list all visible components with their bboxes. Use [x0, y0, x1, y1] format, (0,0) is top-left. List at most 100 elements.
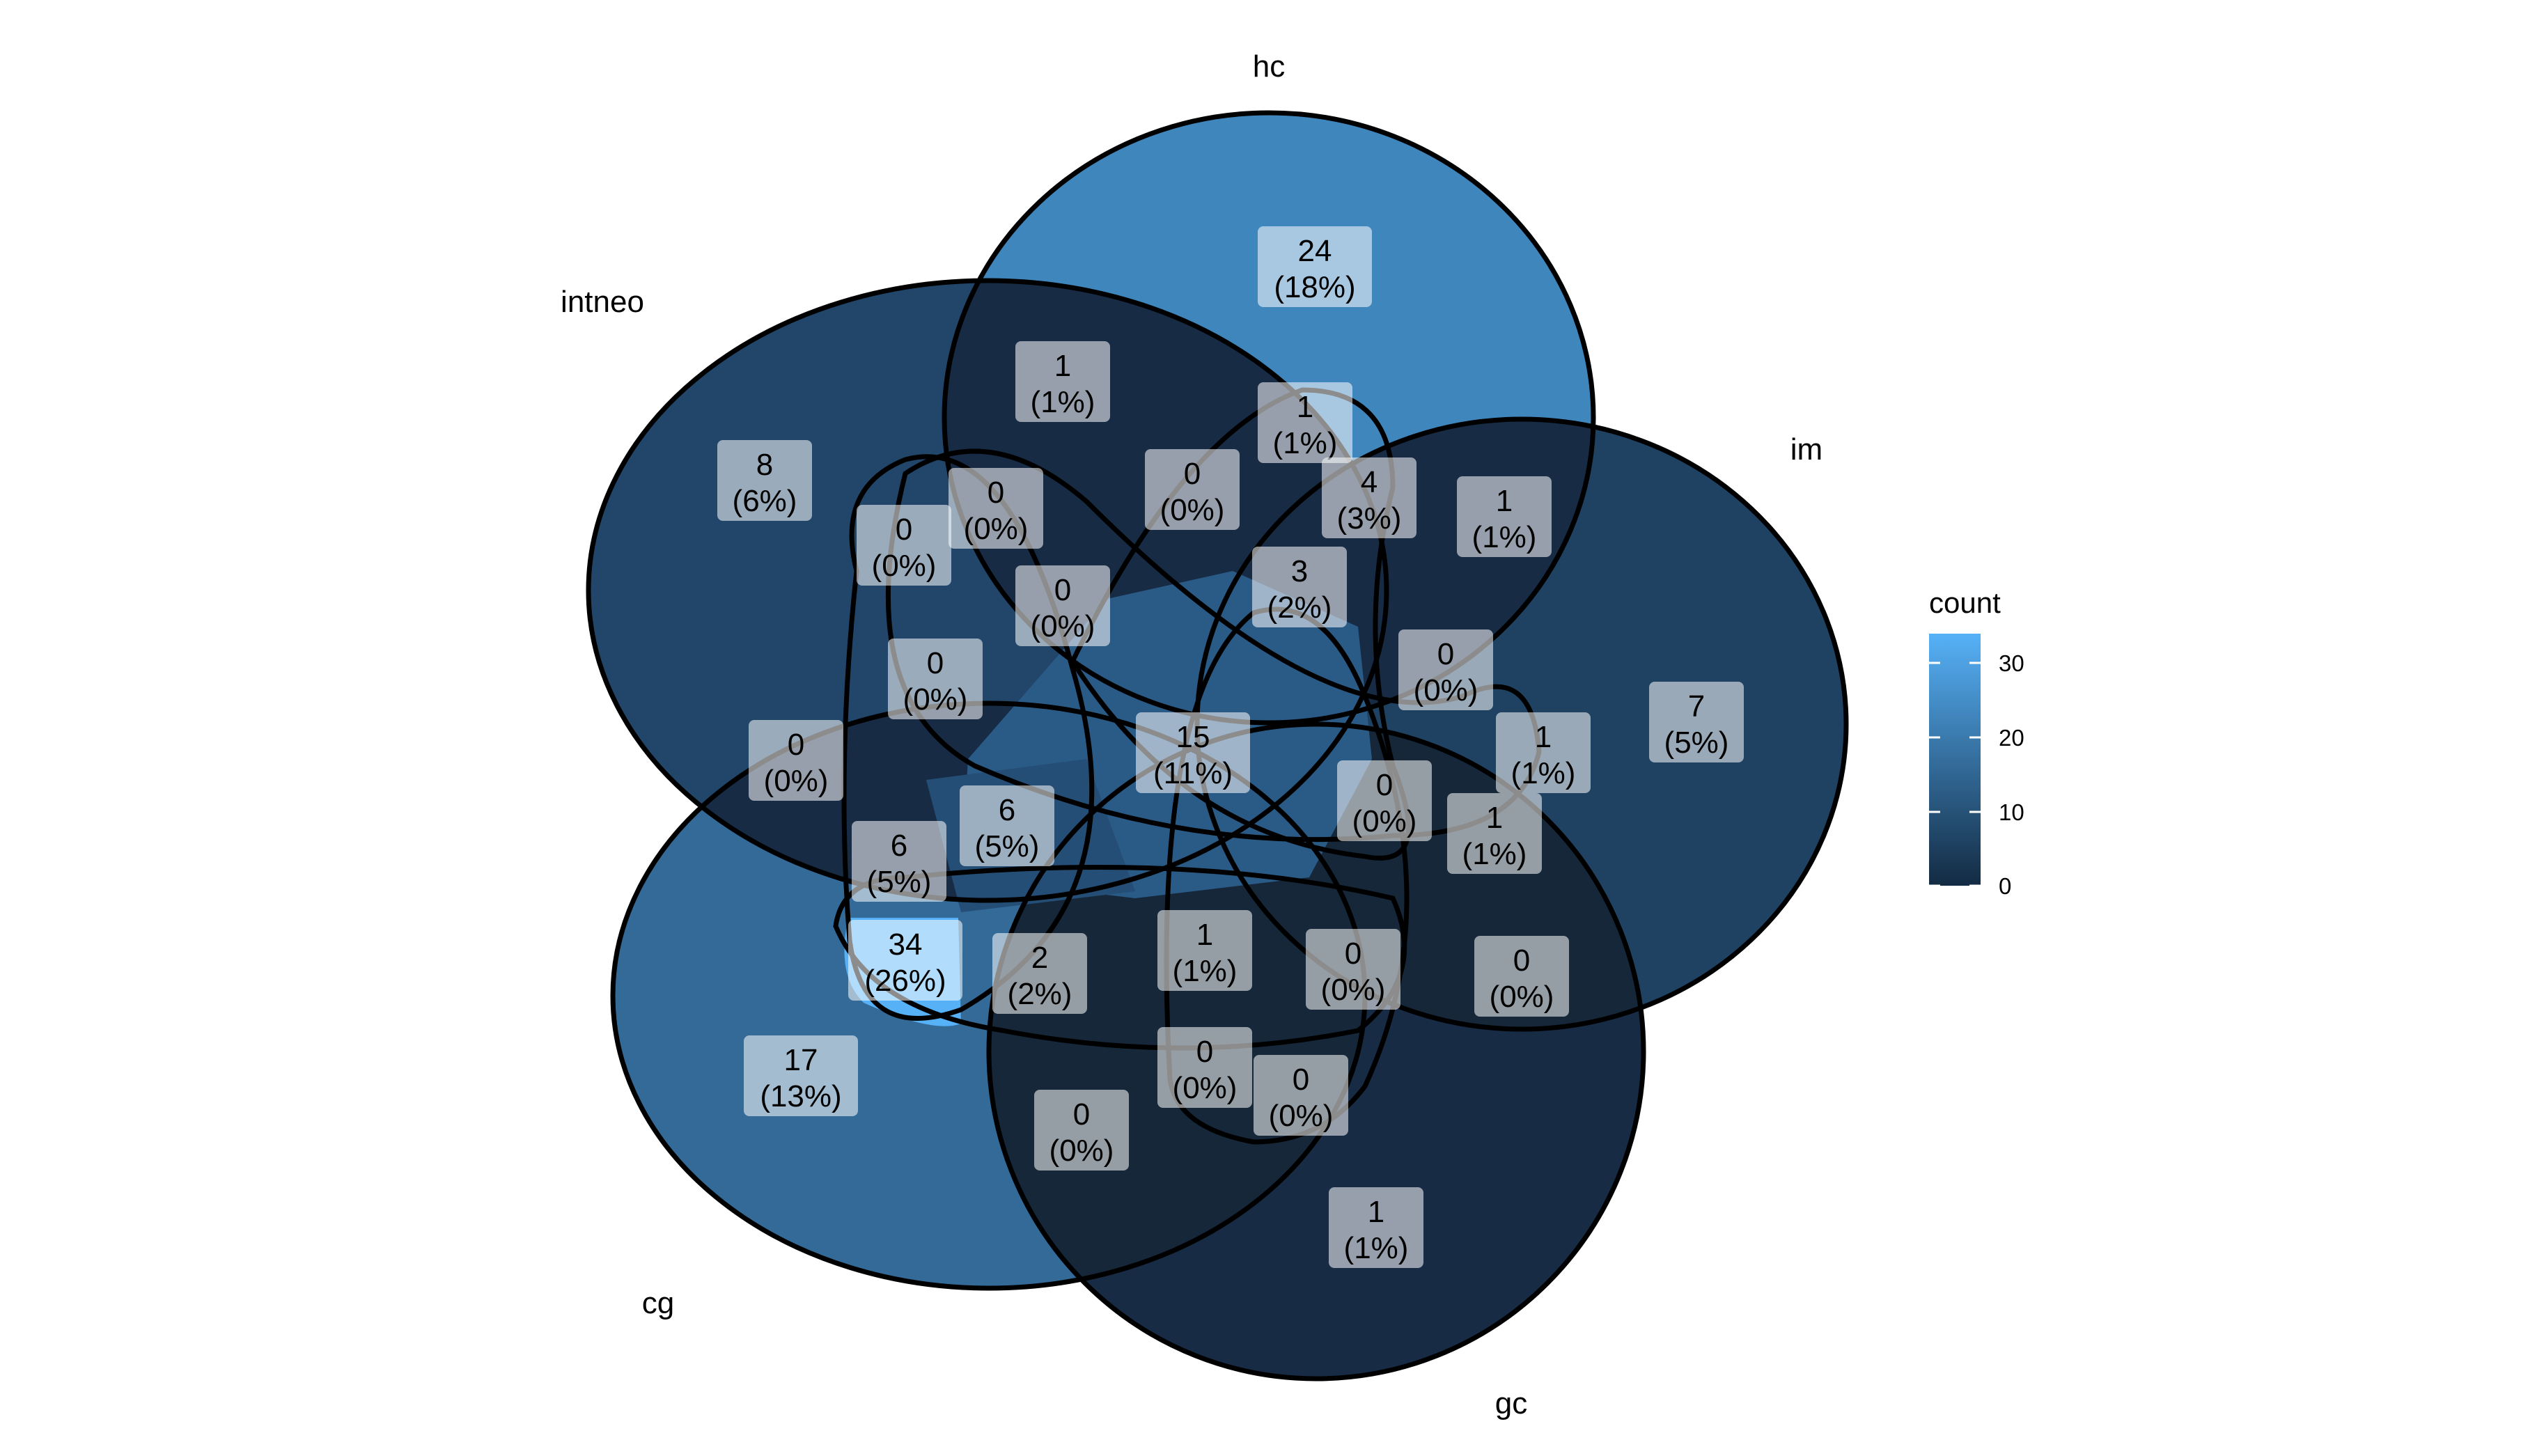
region-label: 1 (1%) — [1157, 910, 1252, 991]
outline-gc — [986, 721, 1646, 1381]
set-label-im: im — [1790, 432, 1823, 467]
region-label: 0 (0%) — [1254, 1055, 1348, 1136]
legend-tick-marks — [1929, 662, 1981, 887]
set-label-gc: gc — [1495, 1386, 1527, 1420]
region-percent: (0%) — [1269, 1099, 1334, 1133]
region-count: 3 — [1291, 554, 1308, 588]
region-percent: (3%) — [1337, 501, 1402, 535]
set-label-cg: cg — [642, 1286, 674, 1320]
region-count: 1 — [1297, 390, 1313, 424]
region-label: 4 (3%) — [1322, 457, 1416, 538]
overlap-im-gc — [1197, 724, 1644, 1029]
region-count: 0 — [1437, 637, 1454, 671]
region-percent: (0%) — [1160, 493, 1225, 527]
outline-petal-2 — [841, 454, 1095, 1021]
region-label: 0 (0%) — [949, 468, 1043, 549]
region-label: 6 (5%) — [852, 821, 946, 902]
region-percent: (0%) — [1414, 673, 1478, 707]
legend-tick-label: 10 — [1999, 799, 2024, 825]
region-label: 0 (0%) — [749, 720, 843, 801]
region-count: 0 — [896, 512, 912, 547]
region-percent: (1%) — [1344, 1231, 1409, 1265]
region-count: 0 — [1293, 1063, 1309, 1097]
region-label: 0 (0%) — [888, 639, 983, 719]
region-percent: (1%) — [1472, 520, 1537, 554]
legend-colorbar — [1929, 634, 1981, 886]
set-outlines — [586, 110, 1849, 1381]
region-label: 1 (1%) — [1329, 1187, 1423, 1268]
region-count: 34 — [889, 927, 923, 962]
region-count: 0 — [1376, 768, 1393, 802]
region-label: 1 (1%) — [1015, 341, 1110, 422]
set-label-intneo: intneo — [561, 285, 644, 319]
region-percent: (0%) — [872, 549, 937, 583]
region-percent: (0%) — [1352, 804, 1417, 838]
region-count: 1 — [1368, 1195, 1384, 1229]
region-count: 1 — [1496, 484, 1513, 518]
region-labels: 24 (18%) 1 (1%) 1 (1%) 8 (6%) 0 (0%) 0 (… — [717, 226, 1744, 1268]
region-label: 1 (1%) — [1496, 712, 1591, 793]
region-count: 1 — [1486, 801, 1503, 835]
legend-title: count — [1929, 586, 2001, 619]
region-count: 0 — [1345, 937, 1361, 971]
region-label — [749, 720, 843, 801]
region-percent: (5%) — [1664, 726, 1729, 760]
region-label: 24 (18%) — [1258, 226, 1372, 307]
region-label: 3 (2%) — [1252, 547, 1347, 627]
region-percent: (2%) — [1267, 590, 1332, 625]
region-label: 0 (0%) — [1145, 449, 1240, 530]
region-label: 0 (0%) — [1306, 929, 1400, 1010]
region-count: 0 — [788, 728, 804, 762]
region-percent: (6%) — [733, 484, 797, 518]
region-label: 7 (5%) — [1649, 682, 1744, 762]
set-label-hc: hc — [1253, 49, 1285, 84]
region-percent: (2%) — [1008, 977, 1072, 1011]
region-label: 1 (1%) — [1457, 476, 1552, 557]
region-count: 1 — [1535, 720, 1552, 754]
region-count: 0 — [988, 476, 1004, 510]
region-percent: (1%) — [1462, 837, 1527, 871]
region-count: 17 — [784, 1043, 818, 1077]
region-percent: (5%) — [975, 829, 1040, 863]
region-percent: (26%) — [864, 964, 946, 998]
region-count: 8 — [756, 448, 773, 482]
region-label: 0 (0%) — [1015, 565, 1110, 646]
region-count: 15 — [1176, 720, 1210, 754]
region-percent: (1%) — [1173, 954, 1238, 988]
region-count: 0 — [1184, 457, 1201, 491]
region-label: 0 (0%) — [1034, 1090, 1129, 1171]
region-count: 0 — [927, 646, 944, 680]
region-label: 0 (0%) — [1474, 936, 1569, 1017]
region-percent: (1%) — [1273, 426, 1338, 460]
legend: count 30 20 10 0 — [1929, 586, 2024, 899]
region-percent: (1%) — [1511, 756, 1576, 790]
region-count: 7 — [1688, 689, 1705, 723]
region-count: 4 — [1361, 465, 1377, 499]
outline-intneo — [586, 278, 1389, 903]
region-percent: (13%) — [760, 1079, 841, 1113]
region-label: 2 (2%) — [992, 933, 1087, 1014]
region-label: 0 (0%) — [1157, 1027, 1252, 1108]
region-count: 1 — [1054, 349, 1071, 383]
legend-tick-label: 20 — [1999, 725, 2024, 751]
region-label: 1 (1%) — [1447, 793, 1542, 874]
region-percent: (0%) — [1321, 973, 1386, 1007]
region-percent: (11%) — [1153, 756, 1233, 790]
region-percent: (0%) — [1031, 609, 1095, 643]
legend-tick-label: 0 — [1999, 873, 2011, 899]
region-percent: (0%) — [964, 512, 1029, 546]
region-percent: (5%) — [867, 865, 932, 899]
region-label: 34 (26%) — [848, 920, 962, 1001]
region-label: 1 (1%) — [1258, 382, 1352, 463]
outline-hc — [942, 110, 1596, 726]
region-percent: (0%) — [1173, 1071, 1238, 1105]
region-count: 0 — [1513, 944, 1530, 978]
region-percent: (0%) — [764, 764, 829, 798]
overlap-hc-im — [1197, 419, 1593, 723]
region-label: 0 (0%) — [1398, 629, 1493, 710]
region-percent: (0%) — [903, 682, 968, 717]
region-label: 6 (5%) — [960, 785, 1054, 866]
region-label: 17 (13%) — [744, 1035, 858, 1116]
legend-tick-label: 30 — [1999, 650, 2024, 676]
